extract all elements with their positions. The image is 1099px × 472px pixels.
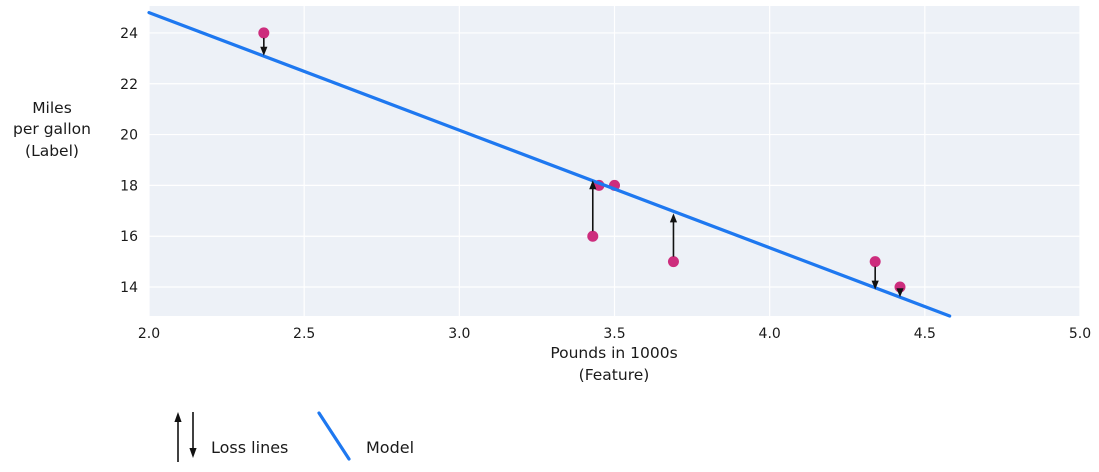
data-point — [869, 256, 881, 268]
data-point — [587, 230, 599, 242]
loss-arrow-head — [896, 288, 904, 298]
x-tick-label: 4.0 — [759, 326, 781, 342]
data-point — [258, 27, 270, 39]
x-tick-label: 3.5 — [603, 326, 625, 342]
y-tick-label: 16 — [120, 229, 138, 245]
loss-arrow-head — [260, 46, 268, 56]
loss-arrow-head — [589, 180, 597, 190]
loss-lines-legend-icon — [174, 412, 197, 462]
model-legend-icon — [317, 411, 351, 461]
loss-arrow-head — [669, 213, 678, 223]
y-tick-label: 14 — [120, 280, 138, 296]
x-tick-label: 2.0 — [138, 326, 160, 342]
y-tick-label: 18 — [120, 178, 138, 194]
x-tick-label: 5.0 — [1069, 326, 1091, 342]
x-tick-label: 3.0 — [448, 326, 470, 342]
y-axis-label: Miles per gallon (Label) — [13, 99, 91, 160]
x-tick-label: 2.5 — [293, 326, 315, 342]
y-tick-label: 22 — [120, 77, 138, 93]
x-tick-label: 4.5 — [914, 326, 936, 342]
y-tick-label: 24 — [120, 26, 138, 42]
loss-arrow-head — [871, 280, 879, 290]
model-line — [147, 11, 952, 318]
x-axis-label: Pounds in 1000s (Feature) — [550, 344, 678, 385]
data-point — [667, 256, 679, 268]
legend-label-loss-lines: Loss lines — [211, 438, 289, 457]
legend-label-model: Model — [366, 438, 415, 457]
y-tick-label: 20 — [120, 128, 138, 144]
